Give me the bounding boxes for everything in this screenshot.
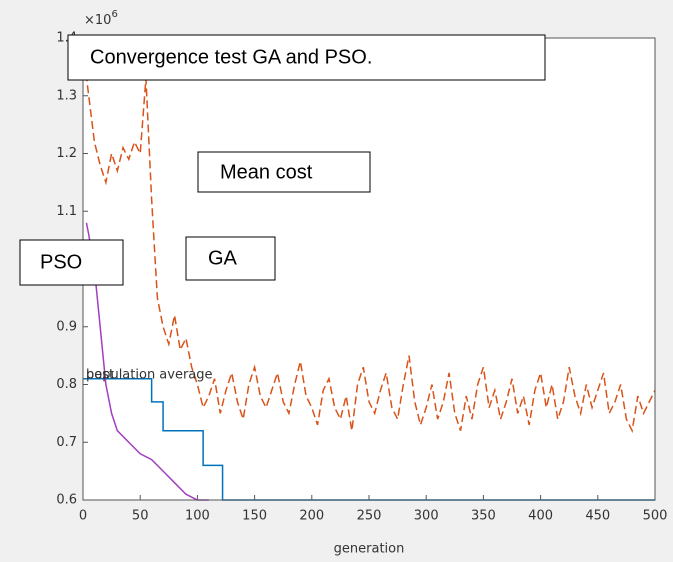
legend-label: population average [86,368,213,383]
exponent-power: 6 [111,9,117,20]
y-tick-label: 0.8 [56,377,77,392]
annotation-box [185,236,276,281]
y-tick-label: 0.6 [56,493,77,508]
x-axis-label: generation [334,542,405,557]
y-tick-label: 0.9 [56,319,77,334]
x-tick-label: 500 [643,509,668,524]
exponent-base: ×10 [84,13,111,28]
x-tick-label: 350 [471,509,496,524]
x-tick-label: 150 [242,509,267,524]
legend-label: best [86,368,114,383]
x-tick-label: 450 [585,509,610,524]
x-tick-label: 50 [132,509,149,524]
y-exponent: ×106 [84,9,118,28]
y-tick-label: 0.7 [56,435,77,450]
annotations: Convergence test GA and PSO. Mean cost G… [19,34,546,286]
plot [82,37,656,501]
y-tick-label: 1.1 [56,204,77,219]
annotation: GA [208,247,238,269]
x-tick-label: 300 [414,509,439,524]
y-tick-label: 1.2 [56,146,77,161]
series-line [85,222,209,501]
x-tick-label: 200 [299,509,324,524]
annotation-box [19,239,124,286]
x-tick-label: 100 [185,509,210,524]
x-tick-label: 250 [357,509,382,524]
annotation: Mean cost [220,161,313,183]
series-line [82,49,656,434]
x-tick-label: 0 [79,509,87,524]
series-line [83,377,655,501]
chart-title: Convergence test GA and PSO. [90,46,372,68]
y-tick-label: 1.3 [56,88,77,103]
x-tick-label: 400 [528,509,553,524]
annotation-box [197,151,371,193]
annotation: PSO [40,251,82,273]
title-box [67,34,546,81]
plot-area [83,38,655,500]
